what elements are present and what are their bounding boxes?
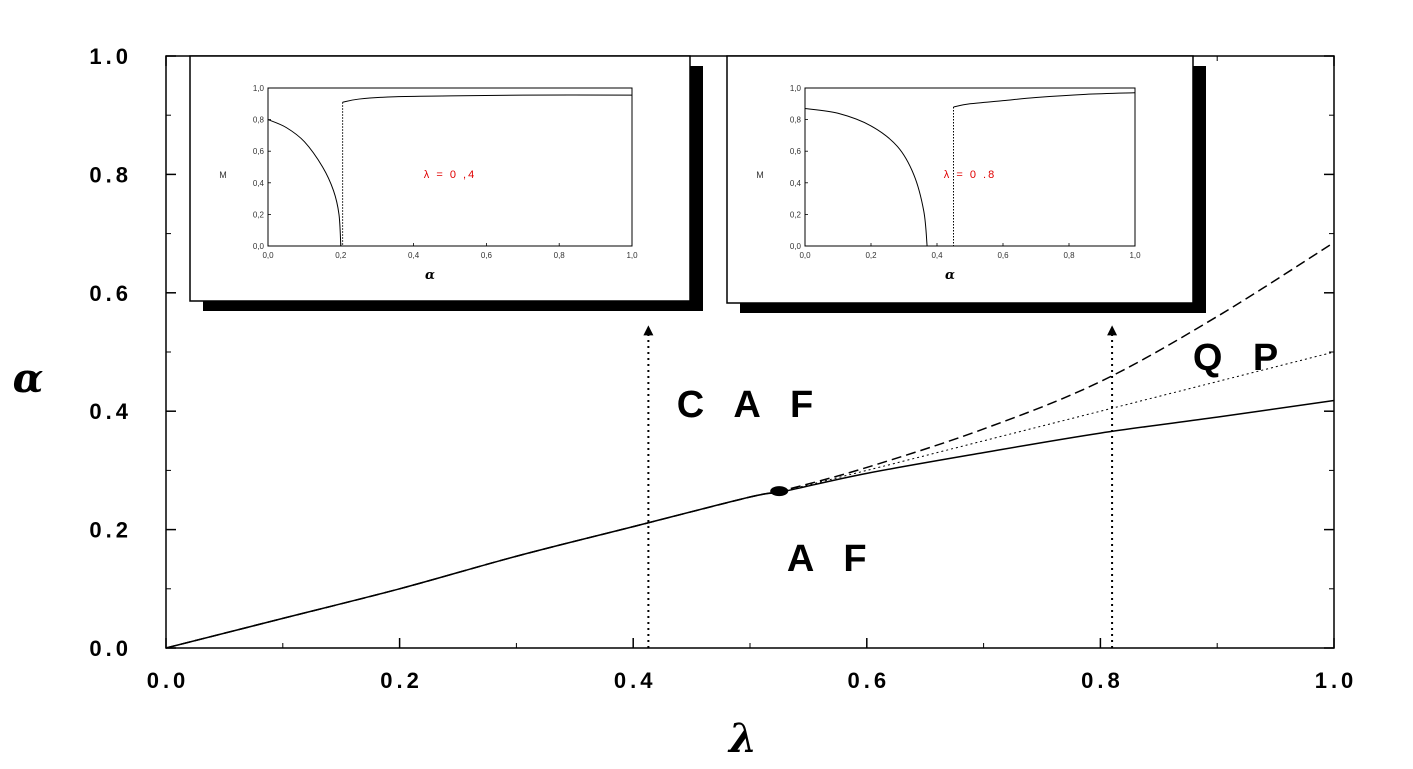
inset-frame bbox=[189, 55, 691, 302]
inset-y-tick-label: 0,2 bbox=[790, 210, 802, 219]
inset-x-tick-label: 0,4 bbox=[931, 251, 943, 260]
inset-x-tick-label: 1,0 bbox=[1129, 251, 1141, 260]
arrows bbox=[643, 325, 1118, 648]
y-tick-label: 0.4 bbox=[89, 399, 132, 424]
inset-x-tick-label: 0,0 bbox=[799, 251, 811, 260]
inset-y-tick-label: 0,0 bbox=[253, 242, 265, 251]
inset-magnetization-curve-high bbox=[342, 94, 633, 103]
inset-lambda-annotation: λ = 0 ,4 bbox=[424, 169, 476, 181]
inset-panel: 0,0 0,2 0,4 0,6 0,8 1,0 0,0 0,2 0,4 0,6 0,8 1,0 Mα λ … bbox=[189, 55, 703, 311]
inset-x-tick-label: 0,6 bbox=[997, 251, 1009, 260]
inset-x-tick-label: 0,6 bbox=[481, 251, 493, 260]
x-tick-label: 0.2 bbox=[380, 668, 423, 693]
x-tick-label: 0.0 bbox=[147, 668, 190, 693]
inset-x-tick-label: 0,8 bbox=[1063, 251, 1075, 260]
x-tick-label: 0.4 bbox=[614, 668, 657, 693]
y-tick-label: 0.6 bbox=[89, 281, 132, 306]
inset-x-axis-title: α bbox=[945, 268, 955, 283]
x-tick-label: 1.0 bbox=[1315, 668, 1358, 693]
inset-magnetization-curve-low bbox=[804, 108, 928, 247]
dotted-boundary-line bbox=[165, 351, 1335, 649]
inset-plot-frame bbox=[267, 87, 633, 247]
y-tick-label: 0.2 bbox=[89, 518, 132, 543]
x-tick-label: 0.6 bbox=[848, 668, 891, 693]
y-tick-label: 0.8 bbox=[89, 162, 132, 187]
region-label: Q P bbox=[1193, 337, 1288, 379]
solid-boundary-line bbox=[165, 399, 1335, 649]
tricritical-point bbox=[770, 486, 789, 497]
y-tick-label: 1.0 bbox=[89, 44, 132, 69]
inset-plot-frame bbox=[804, 87, 1136, 247]
inset-y-tick-label: 0,8 bbox=[790, 116, 802, 125]
x-tick-label: 0.8 bbox=[1081, 668, 1124, 693]
inset-y-tick-label: 0,4 bbox=[790, 179, 802, 188]
region-label: A F bbox=[787, 538, 877, 580]
boundary-curves bbox=[165, 241, 1335, 649]
inset-y-axis-title: M bbox=[219, 170, 227, 180]
inset-y-tick-label: 0,6 bbox=[253, 147, 265, 156]
inset-magnetization-curve-low bbox=[267, 119, 342, 247]
arrow-head-icon bbox=[1107, 325, 1118, 336]
inset-y-tick-label: 0,8 bbox=[253, 116, 265, 125]
insets: 0,0 0,2 0,4 0,6 0,8 1,0 0,0 0,2 0,4 0,6 0,8 1,0 Mα λ … bbox=[189, 55, 1206, 313]
inset-x-tick-label: 0,8 bbox=[554, 251, 566, 260]
inset-x-tick-label: 0,0 bbox=[262, 251, 274, 260]
y-axis-title: α bbox=[13, 355, 44, 402]
inset-y-tick-label: 0,6 bbox=[790, 147, 802, 156]
inset-y-tick-label: 1,0 bbox=[253, 84, 265, 93]
inset-y-axis-title: M bbox=[756, 170, 764, 180]
inset-y-tick-label: 0,4 bbox=[253, 179, 265, 188]
axis-ticks: 0.0 0.2 0.4 0.6 0.8 1.0 0.0 0.2 0.4 0.6 0.8 1.0 bbox=[89, 44, 1358, 693]
inset-x-tick-label: 0,4 bbox=[408, 251, 420, 260]
inset-y-tick-label: 0,2 bbox=[253, 210, 265, 219]
inset-y-tick-label: 0,0 bbox=[790, 242, 802, 251]
arrow-head-icon bbox=[643, 325, 654, 336]
inset-x-tick-label: 0,2 bbox=[865, 251, 877, 260]
y-tick-label: 0.0 bbox=[89, 636, 132, 661]
region-label: C A F bbox=[677, 384, 823, 426]
inset-y-tick-label: 1,0 bbox=[790, 84, 802, 93]
inset-magnetization-curve-high bbox=[953, 92, 1136, 108]
inset-lambda-annotation: λ = 0 .8 bbox=[944, 169, 996, 181]
inset-x-tick-label: 1,0 bbox=[626, 251, 638, 260]
x-axis-title: λ bbox=[727, 715, 757, 762]
inset-x-axis-title: α bbox=[425, 268, 435, 283]
inset-panel: 0,0 0,2 0,4 0,6 0,8 1,0 0,0 0,2 0,4 0,6 0,8 1,0 Mα λ … bbox=[726, 55, 1206, 313]
region-labels: C A F A F Q P bbox=[677, 337, 1288, 580]
inset-x-tick-label: 0,2 bbox=[335, 251, 347, 260]
